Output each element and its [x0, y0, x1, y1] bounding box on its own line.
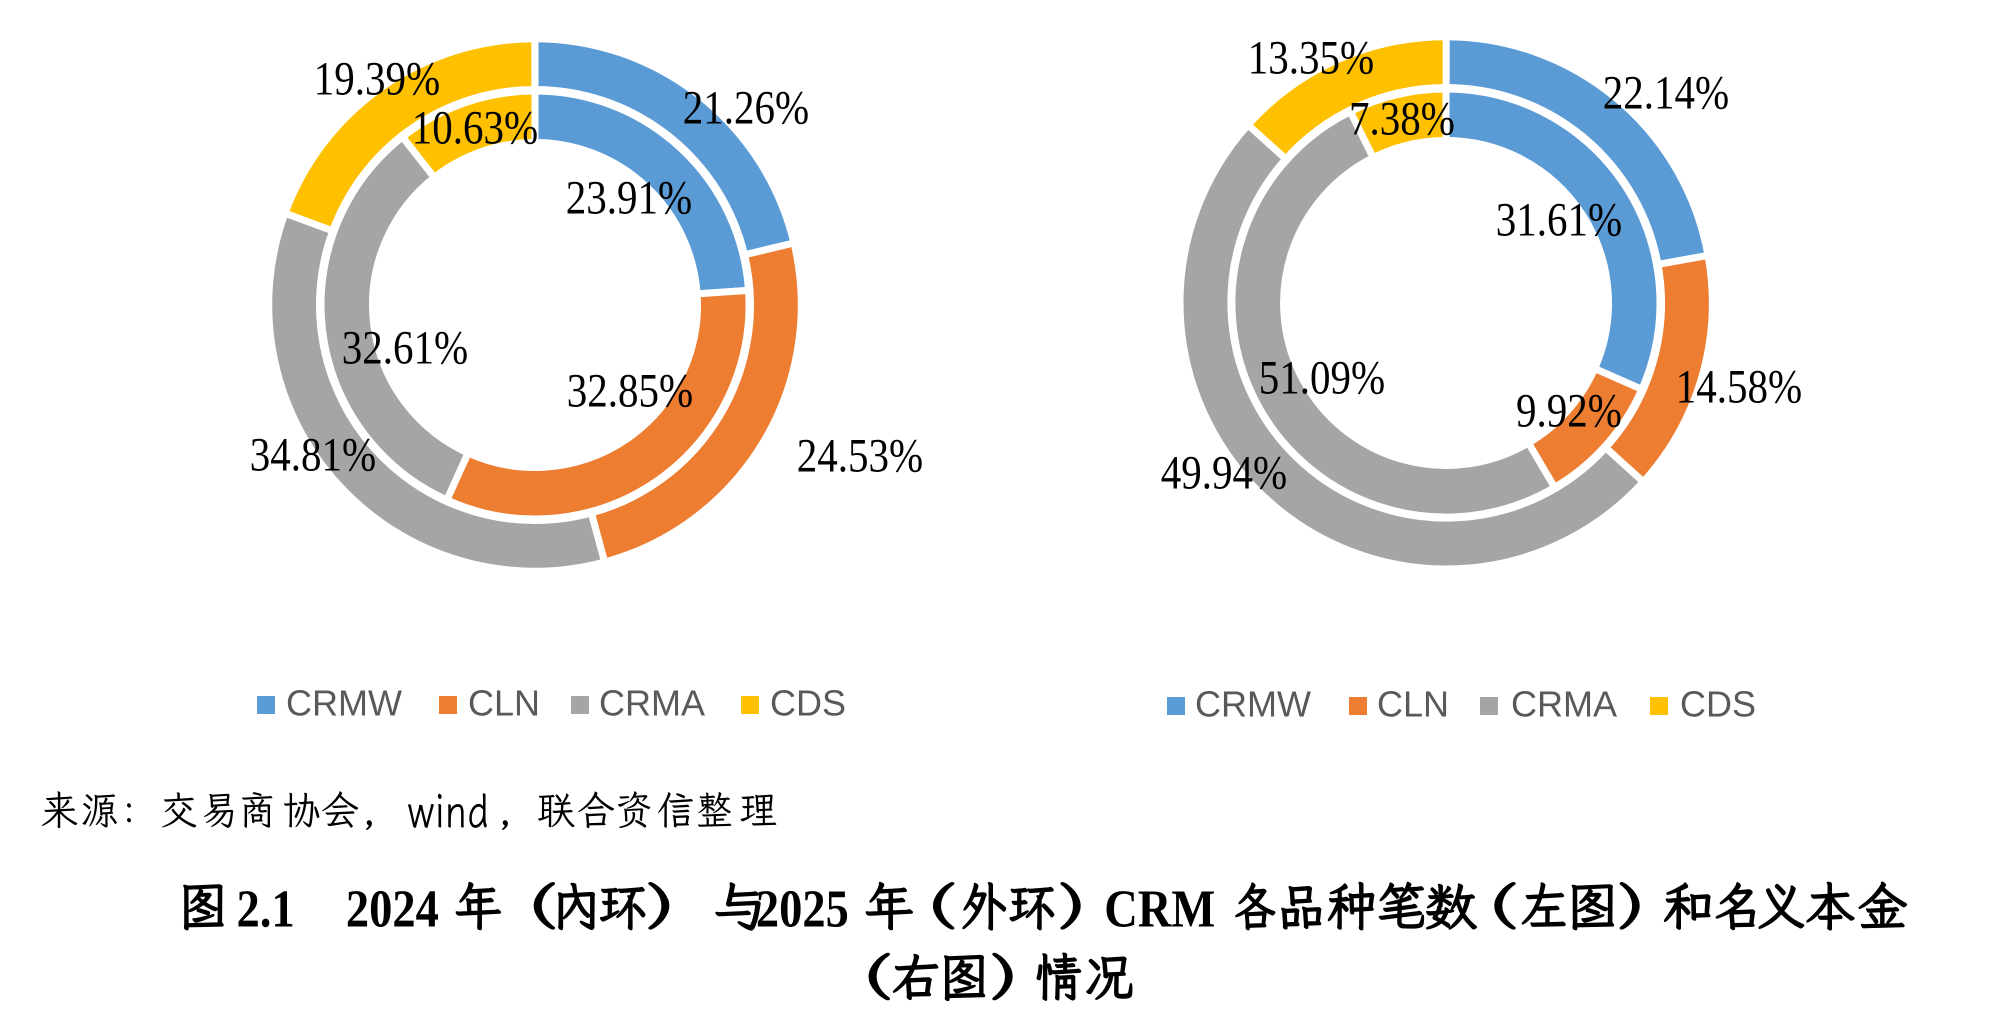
svg-text:7.38%: 7.38% [1349, 93, 1455, 145]
svg-text:CRMW: CRMW [286, 683, 402, 724]
svg-text:49.94%: 49.94% [1161, 447, 1287, 499]
svg-text:24.53%: 24.53% [797, 430, 923, 482]
svg-text:CDS: CDS [1680, 684, 1756, 725]
svg-text:31.61%: 31.61% [1496, 194, 1622, 246]
svg-text:22.14%: 22.14% [1603, 67, 1729, 119]
svg-text:32.61%: 32.61% [342, 322, 468, 374]
svg-text:CLN: CLN [1377, 684, 1449, 725]
svg-text:13.35%: 13.35% [1248, 32, 1374, 84]
svg-text:9.92%: 9.92% [1516, 385, 1622, 437]
svg-text:32.85%: 32.85% [567, 365, 693, 417]
svg-text:10.63%: 10.63% [412, 102, 538, 154]
svg-text:21.26%: 21.26% [683, 82, 809, 134]
svg-text:51.09%: 51.09% [1259, 352, 1385, 404]
svg-text:CDS: CDS [770, 683, 846, 724]
svg-text:34.81%: 34.81% [250, 429, 376, 481]
svg-text:14.58%: 14.58% [1676, 361, 1802, 413]
svg-text:CRMW: CRMW [1195, 684, 1311, 725]
svg-text:23.91%: 23.91% [566, 172, 692, 224]
svg-text:19.39%: 19.39% [314, 53, 440, 105]
svg-text:CRMA: CRMA [599, 683, 705, 724]
svg-text:CRMA: CRMA [1511, 684, 1617, 725]
svg-text:CLN: CLN [468, 683, 540, 724]
